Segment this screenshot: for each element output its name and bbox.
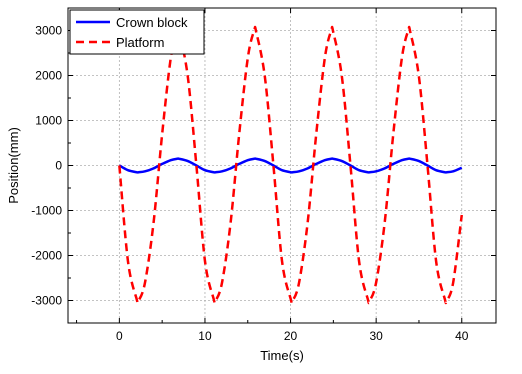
- x-axis-title: Time(s): [260, 348, 304, 363]
- tick-labels: 0 10 20 30 40 -3000 -2000 -1000 0 1000 2000 3000: [31, 24, 468, 344]
- legend: Crown block Platform: [69, 9, 205, 55]
- x-tick-label: 20: [284, 329, 298, 343]
- y-tick-label: -3000: [31, 294, 62, 308]
- x-tick-label: 30: [369, 329, 383, 343]
- legend-box: [69, 9, 205, 55]
- y-tick-label: 1000: [35, 114, 62, 128]
- grid: [68, 8, 496, 323]
- y-tick-label: 3000: [35, 24, 62, 38]
- y-tick-label: -1000: [31, 204, 62, 218]
- y-tick-label: 0: [55, 159, 62, 173]
- x-tick-label: 40: [455, 329, 469, 343]
- y-tick-label: 2000: [35, 69, 62, 83]
- series-line-crown-block: [118, 157, 463, 174]
- x-tick-label: 0: [116, 329, 123, 343]
- y-tick-label: -2000: [31, 249, 62, 263]
- legend-label-crown-block: Crown block: [116, 15, 188, 30]
- legend-label-platform: Platform: [116, 35, 164, 50]
- x-tick-label: 10: [198, 329, 212, 343]
- y-axis-title: Position(mm): [6, 127, 21, 204]
